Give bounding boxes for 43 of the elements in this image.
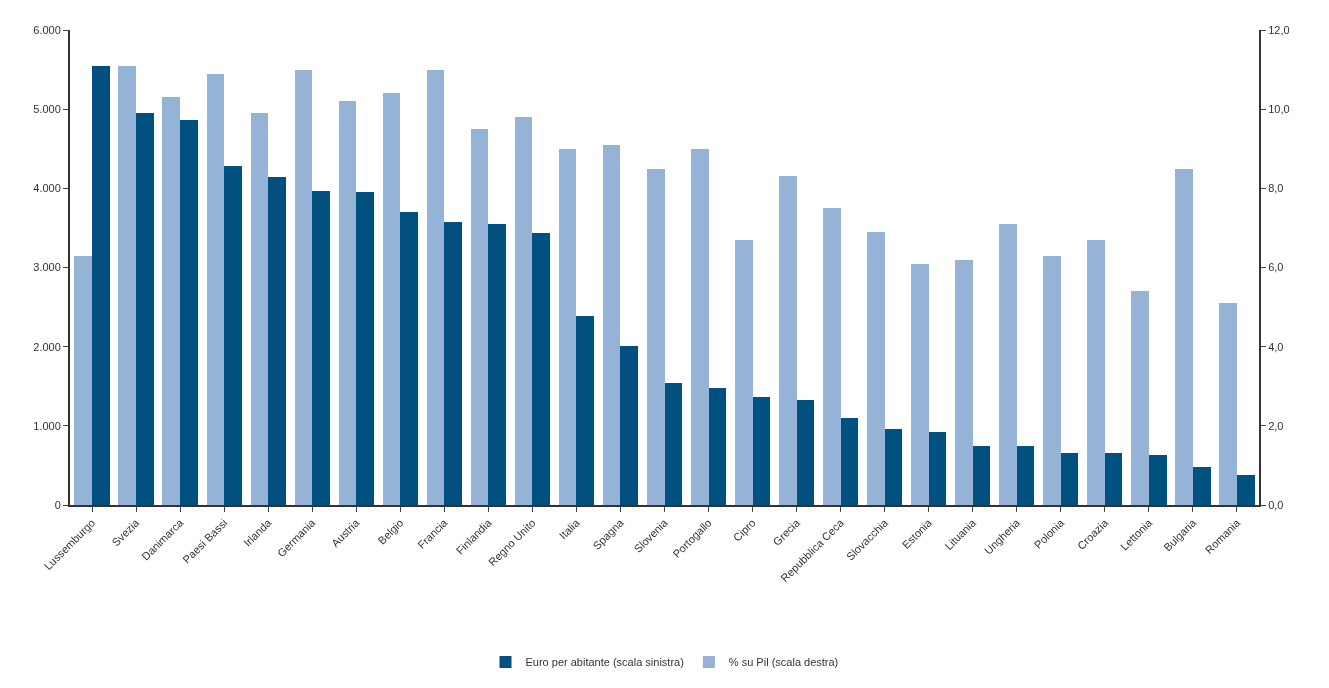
bar (955, 260, 973, 505)
y-tick-label: 0 (54, 498, 61, 511)
bar (823, 208, 841, 505)
bar (1219, 303, 1237, 505)
bar (885, 429, 902, 505)
bar (1087, 240, 1105, 505)
bar (779, 176, 797, 505)
y-tick-label: 6.000 (33, 23, 61, 36)
bar (1237, 475, 1255, 505)
bar (603, 145, 620, 505)
bar (973, 446, 990, 505)
y2-tick-label: 0,0 (1268, 498, 1284, 511)
y-tick-label: 1.000 (33, 419, 61, 432)
y2-tick-label: 8,0 (1268, 182, 1284, 195)
y-tick-label: 5.000 (33, 103, 61, 116)
bar (1149, 455, 1167, 505)
y2-tick-label: 6,0 (1268, 261, 1284, 274)
bar (709, 388, 726, 505)
y-tick-label: 4.000 (33, 182, 61, 195)
y2-tick-label: 4,0 (1268, 340, 1284, 353)
bar (735, 240, 753, 505)
bar (1175, 169, 1193, 505)
bar (911, 264, 929, 505)
bar (1105, 453, 1122, 505)
bar (999, 224, 1017, 505)
bar (647, 169, 665, 505)
legend-label: Euro per abitante (scala sinistra) (525, 656, 684, 669)
y2-tick-label: 12,0 (1268, 23, 1290, 36)
bar (929, 432, 946, 505)
bar (1061, 453, 1078, 505)
bar (1017, 446, 1034, 505)
bar (1193, 467, 1211, 505)
y2-tick-label: 2,0 (1268, 419, 1284, 432)
bar (841, 418, 858, 505)
bar (691, 149, 709, 505)
bar (797, 400, 814, 505)
y-tick-label: 3.000 (33, 261, 61, 274)
bar (1131, 291, 1149, 505)
y-tick-label: 2.000 (33, 340, 61, 353)
bar (867, 232, 885, 505)
legend-label: % su Pil (scala destra) (728, 656, 839, 669)
y2-tick-label: 10,0 (1268, 103, 1290, 116)
bar (1043, 256, 1061, 505)
